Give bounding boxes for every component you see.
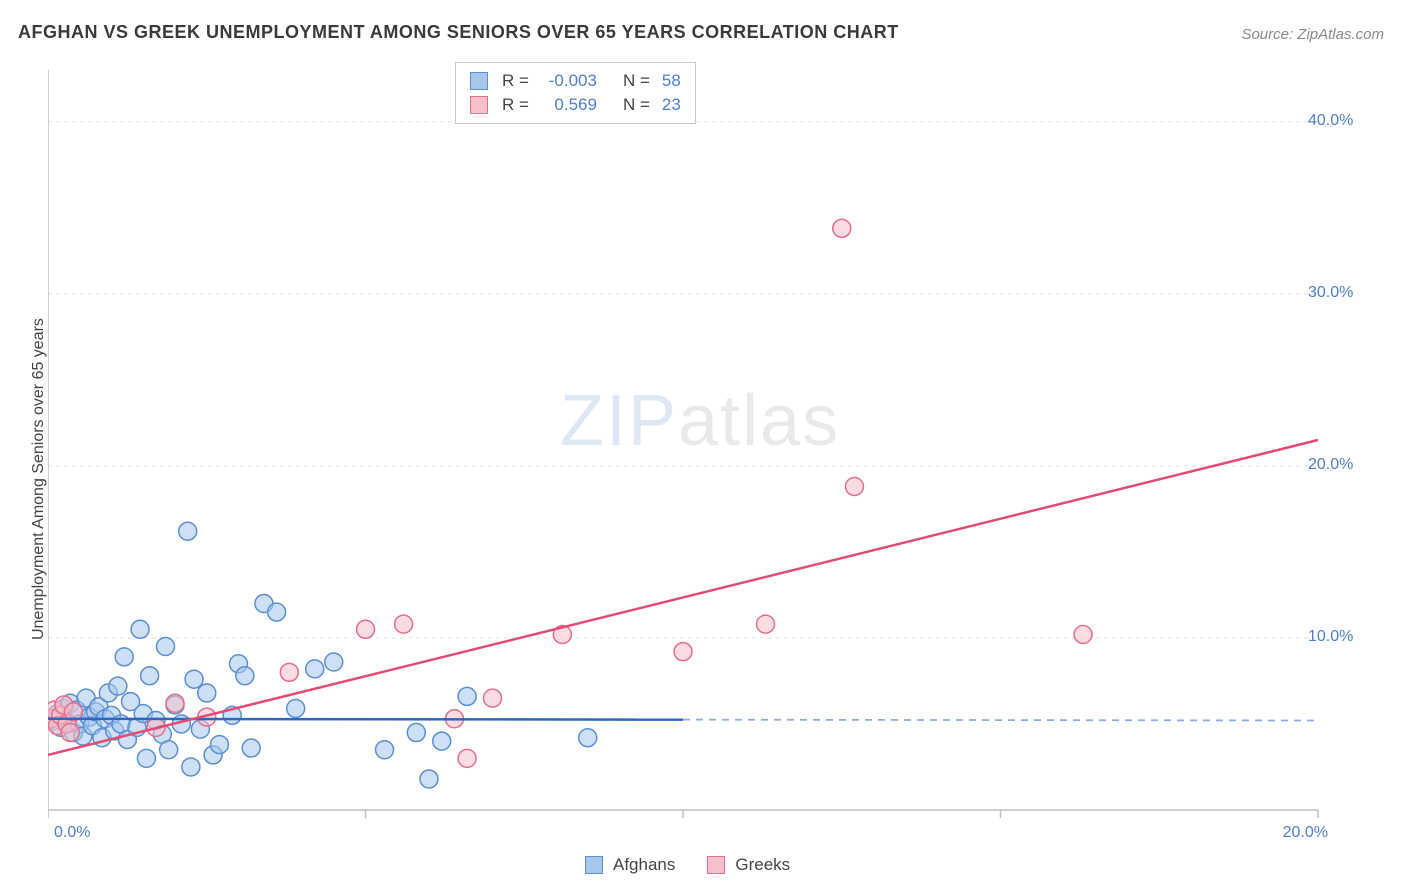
y-tick-label: 10.0% [1308,628,1353,646]
y-tick-label: 40.0% [1308,112,1353,130]
data-point [420,770,438,788]
plot-area: 10.0% 20.0% 30.0% 40.0% 0.0% 20.0% [48,60,1358,850]
legend-row: R = -0.003 N = 58 [470,69,681,93]
data-point [458,687,476,705]
data-point [236,667,254,685]
data-point [407,724,425,742]
data-point [109,677,127,695]
data-point [160,741,178,759]
data-point [268,603,286,621]
chart-container: AFGHAN VS GREEK UNEMPLOYMENT AMONG SENIO… [0,0,1406,892]
data-point [185,670,203,688]
legend-swatch [470,72,488,90]
data-point [287,699,305,717]
data-point [458,749,476,767]
r-label: R = [502,69,529,93]
data-point [210,736,228,754]
data-point [1074,625,1092,643]
data-point [395,615,413,633]
legend-row: R = 0.569 N = 23 [470,93,681,117]
data-point [674,643,692,661]
correlation-legend: R = -0.003 N = 58 R = 0.569 N = 23 [455,62,696,124]
data-point [61,724,79,742]
source-citation: Source: ZipAtlas.com [1241,26,1384,43]
data-point [166,694,184,712]
data-point [484,689,502,707]
data-point [325,653,343,671]
data-point [198,684,216,702]
data-point [115,648,133,666]
legend-series-label: Greeks [735,855,790,875]
r-label: R = [502,93,529,117]
data-point [179,522,197,540]
data-point [757,615,775,633]
r-value: 0.569 [537,93,597,117]
data-point [242,739,260,757]
chart-title: AFGHAN VS GREEK UNEMPLOYMENT AMONG SENIO… [18,22,899,43]
data-point [131,620,149,638]
legend-swatch [585,856,603,874]
data-point [433,732,451,750]
y-axis-label: Unemployment Among Seniors over 65 years [30,318,48,640]
legend-swatch [470,96,488,114]
legend-swatch [707,856,725,874]
series-legend: Afghans Greeks [585,855,812,875]
legend-series-label: Afghans [613,855,675,875]
data-point [833,219,851,237]
n-label: N = [623,93,650,117]
data-point [357,620,375,638]
x-tick-label: 0.0% [54,824,90,842]
y-tick-label: 20.0% [1308,456,1353,474]
data-point [137,749,155,767]
n-label: N = [623,69,650,93]
data-point [156,638,174,656]
n-value: 23 [662,93,681,117]
y-tick-label: 30.0% [1308,284,1353,302]
n-value: 58 [662,69,681,93]
data-point [845,477,863,495]
data-point [579,729,597,747]
data-point [306,660,324,678]
r-value: -0.003 [537,69,597,93]
data-point [376,741,394,759]
x-tick-label: 20.0% [1268,824,1328,842]
data-point [182,758,200,776]
data-point [141,667,159,685]
data-point [280,663,298,681]
